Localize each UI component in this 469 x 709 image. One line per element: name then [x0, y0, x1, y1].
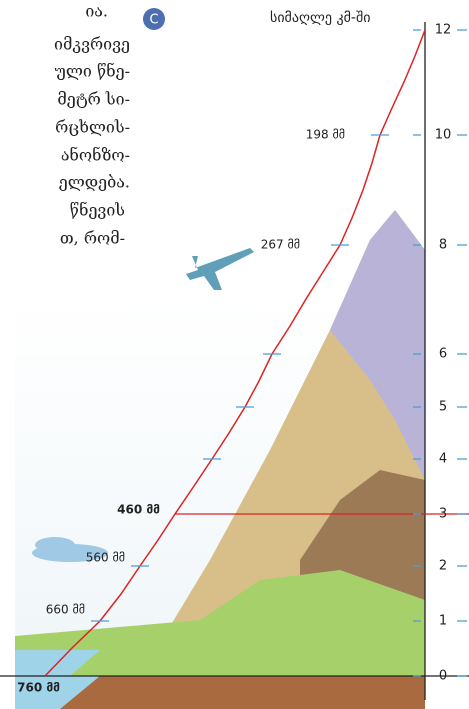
body-text: ია.	[85, 2, 108, 21]
axis-title: სიმაღლე კმ-ში	[270, 10, 370, 26]
pressure-label: 460 მმ	[117, 503, 160, 517]
airplane	[186, 248, 254, 290]
y-tick-label: 12	[435, 23, 452, 38]
body-text: ანონზო-	[61, 146, 130, 165]
body-text: რცხლის-	[55, 118, 130, 137]
y-tick-label: 1	[439, 614, 447, 629]
y-tick-label: 4	[439, 452, 447, 467]
ground	[60, 676, 425, 709]
dynamic: ია. იმკვრივე ული წნე-მეტრ სი-რცხლის-ანონზო…	[17, 2, 467, 695]
y-tick-label: 8	[439, 238, 447, 253]
y-tick-label: 2	[439, 559, 447, 574]
pressure-label: 560 მმ	[86, 551, 125, 565]
pressure-label: 267 მმ	[261, 238, 300, 252]
body-text: ელდება.	[59, 173, 130, 192]
y-tick-label: 10	[435, 128, 452, 143]
body-text: წნევის	[70, 201, 125, 220]
y-tick-label: 3	[439, 507, 447, 522]
badge	[143, 8, 165, 30]
pressure-label: 198 მმ	[306, 128, 345, 142]
pressure-label: 760 მმ	[17, 681, 60, 695]
meadow	[15, 570, 425, 676]
y-tick-label: 0	[439, 669, 447, 684]
y-tick-label: 6	[439, 347, 447, 362]
body-text: თ, რომ-	[60, 229, 125, 248]
body-text: მეტრ სი-	[57, 90, 130, 109]
body-text: იმკვრივე	[54, 35, 130, 54]
badge-label: C	[149, 13, 158, 28]
cloud	[35, 537, 75, 553]
body-text: ული წნე-	[55, 62, 130, 81]
y-tick-label: 5	[439, 400, 447, 415]
snow	[330, 210, 425, 480]
pressure-label: 660 მმ	[46, 603, 85, 617]
